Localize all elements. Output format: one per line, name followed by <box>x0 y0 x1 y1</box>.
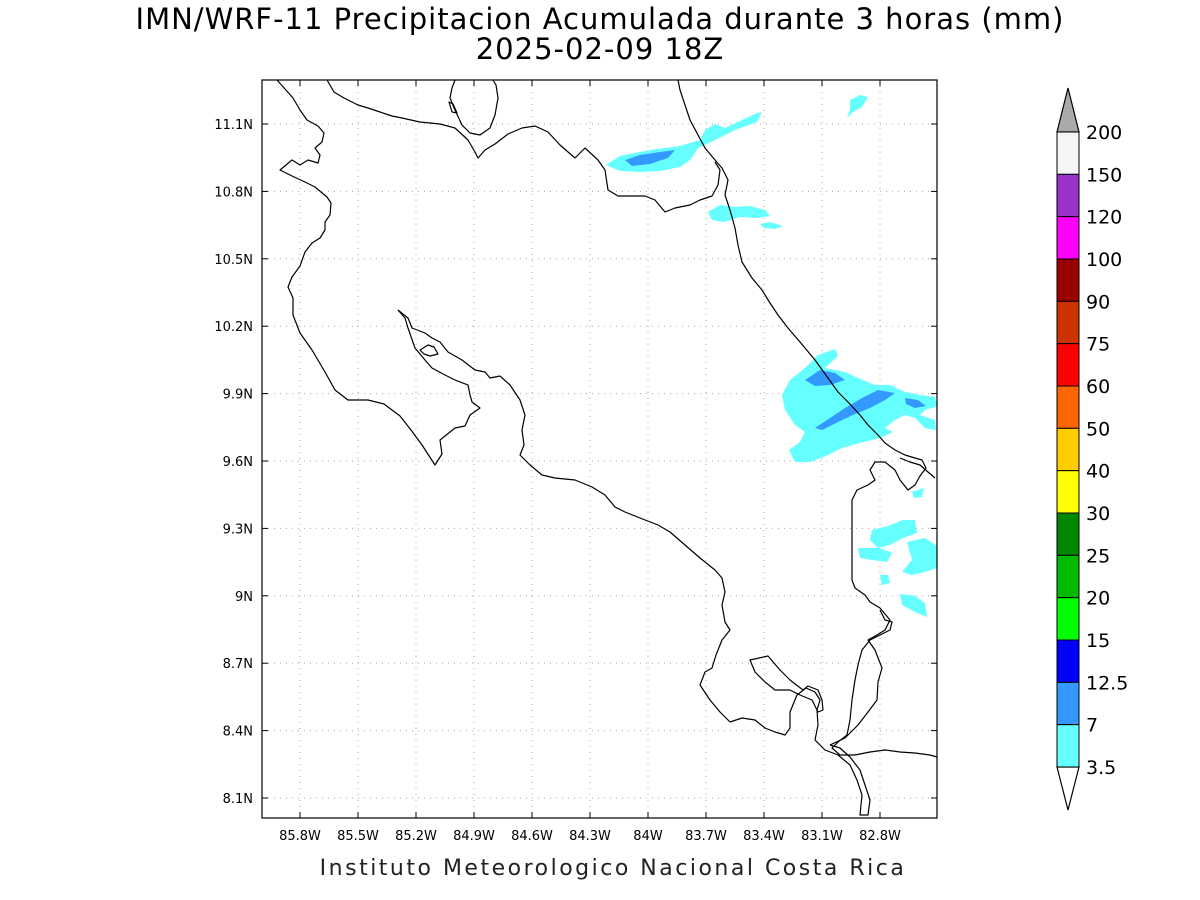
x-tick-label: 85.2W <box>395 829 437 844</box>
colorbar-swatch <box>1056 173 1080 218</box>
x-tick-label: 84.9W <box>453 829 495 844</box>
precip-area-east-2 <box>902 538 937 575</box>
colorbar-swatch <box>1056 512 1080 556</box>
precip-area-east-4 <box>880 575 890 585</box>
colorbar-label: 30 <box>1086 503 1110 525</box>
x-tick-label: 85.8W <box>279 829 321 844</box>
colorbar-label: 90 <box>1086 291 1110 313</box>
precip-area-east-5 <box>900 594 927 617</box>
nicaragua-north-coast <box>449 79 499 136</box>
map-axes: 85.8W 85.5W 85.2W 84.9W 84.6W 84.3W 84W 83.7W 83… <box>214 80 937 844</box>
colorbar-swatch <box>1056 258 1080 302</box>
colorbar-swatch <box>1056 427 1080 472</box>
bocas-coast <box>899 457 936 479</box>
colorbar-label: 3.5 <box>1086 757 1116 779</box>
footer-credit: Instituto Meteorologico Nacional Costa R… <box>319 856 907 881</box>
colorbar-label: 25 <box>1086 545 1110 567</box>
colorbar-swatch <box>1056 470 1080 514</box>
colorbar-label: 100 <box>1086 249 1122 271</box>
colorbar: 200 150 120 100 90 75 60 50 40 30 25 20 15 12.5 7 3.5 <box>1056 87 1128 811</box>
map-frame <box>261 79 938 819</box>
colorbar-max-arrow <box>1056 87 1080 133</box>
colorbar-min-arrow <box>1056 766 1080 811</box>
colorbar-label: 60 <box>1086 376 1110 398</box>
panama-border <box>677 79 927 746</box>
caribbean-coast-east <box>831 609 938 758</box>
colorbar-swatch <box>1056 300 1080 345</box>
precip-core-caribbean-1 <box>805 370 845 386</box>
y-tick-label: 9.9N <box>223 388 253 403</box>
nicaragua-lake-shore <box>276 79 481 466</box>
colorbar-swatch <box>1056 724 1080 768</box>
osa-peninsula <box>729 687 871 816</box>
colorbar-swatch <box>1056 597 1080 641</box>
x-tick-label: 83.7W <box>685 829 727 844</box>
colorbar-swatch <box>1056 385 1080 429</box>
y-tick-label: 8.1N <box>223 792 253 807</box>
colorbar-label: 15 <box>1086 630 1110 652</box>
y-tick-label: 10.2N <box>214 320 253 335</box>
y-tick-label: 10.8N <box>214 185 253 200</box>
colorbar-swatch <box>1056 554 1080 599</box>
y-tick-label: 9N <box>235 590 253 605</box>
coastlines-and-borders <box>276 79 938 816</box>
colorbar-label: 40 <box>1086 461 1110 483</box>
colorbar-swatch <box>1056 681 1080 726</box>
precip-area-east-3 <box>858 548 892 562</box>
x-tick-label: 85.5W <box>337 829 379 844</box>
colorbar-label: 200 <box>1086 122 1122 144</box>
colorbar-label: 150 <box>1086 164 1122 186</box>
chira-island <box>419 344 439 357</box>
precip-area-north-2 <box>708 205 770 222</box>
y-tick-label: 9.3N <box>223 522 253 537</box>
precip-light-areas <box>606 95 938 617</box>
precip-core-north <box>625 150 675 166</box>
y-tick-label: 11.1N <box>214 118 253 133</box>
y-tick-label: 8.7N <box>223 657 253 672</box>
y-tick-label: 10.5N <box>214 253 253 268</box>
colorbar-swatch <box>1056 131 1080 175</box>
y-tick-label: 9.6N <box>223 455 253 470</box>
colorbar-label: 12.5 <box>1086 672 1128 694</box>
golfo-dulce <box>749 655 824 713</box>
colorbar-label: 50 <box>1086 418 1110 440</box>
precip-core-caribbean-3 <box>905 398 926 408</box>
x-tick-label: 82.8W <box>859 829 901 844</box>
colorbar-label: 7 <box>1086 715 1098 737</box>
colorbar-label: 20 <box>1086 588 1110 610</box>
precip-area-east-6 <box>912 488 924 498</box>
precip-area-ne-dot <box>847 95 868 118</box>
x-tick-label: 84.6W <box>511 829 553 844</box>
pacific-coast-central <box>499 375 731 723</box>
x-tick-label: 83.1W <box>801 829 843 844</box>
colorbar-label: 120 <box>1086 207 1122 229</box>
precip-area-east-1 <box>870 520 917 548</box>
map-title: IMN/WRF-11 Precipitacion Acumulada duran… <box>135 2 1065 36</box>
x-tick-label: 84W <box>633 829 663 844</box>
map-subtitle: 2025-02-09 18Z <box>475 32 725 66</box>
northern-border <box>326 79 721 213</box>
x-tick-label: 84.3W <box>569 829 611 844</box>
colorbar-swatch <box>1056 216 1080 260</box>
y-tick-label: 8.4N <box>223 725 253 740</box>
x-tick-label: 83.4W <box>743 829 785 844</box>
precip-area-north-3 <box>760 222 783 229</box>
colorbar-swatch <box>1056 343 1080 387</box>
gulf-of-nicoya <box>397 309 501 379</box>
colorbar-label: 75 <box>1086 334 1110 356</box>
colorbar-swatch <box>1056 639 1080 683</box>
